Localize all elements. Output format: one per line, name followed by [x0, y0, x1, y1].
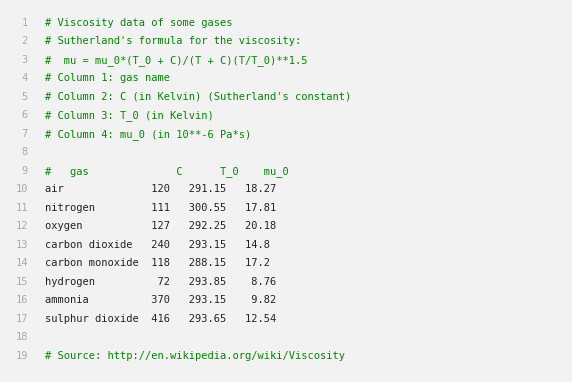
Text: 13: 13 — [15, 240, 28, 250]
Text: 5: 5 — [22, 92, 28, 102]
Text: 12: 12 — [15, 221, 28, 231]
Text: 8: 8 — [22, 147, 28, 157]
Text: # Source: http://en.wikipedia.org/wiki/Viscosity: # Source: http://en.wikipedia.org/wiki/V… — [45, 351, 345, 361]
Text: 3: 3 — [22, 55, 28, 65]
Text: nitrogen         111   300.55   17.81: nitrogen 111 300.55 17.81 — [45, 203, 276, 213]
Text: 16: 16 — [15, 295, 28, 305]
Text: 15: 15 — [15, 277, 28, 287]
Text: # Column 2: C (in Kelvin) (Sutherland's constant): # Column 2: C (in Kelvin) (Sutherland's … — [45, 92, 351, 102]
Text: 17: 17 — [15, 314, 28, 324]
Text: 7: 7 — [22, 129, 28, 139]
Text: sulphur dioxide  416   293.65   12.54: sulphur dioxide 416 293.65 12.54 — [45, 314, 276, 324]
Text: carbon dioxide   240   293.15   14.8: carbon dioxide 240 293.15 14.8 — [45, 240, 270, 250]
Text: 10: 10 — [15, 184, 28, 194]
Text: 18: 18 — [15, 332, 28, 342]
Text: #  mu = mu_0*(T_0 + C)/(T + C)(T/T_0)**1.5: # mu = mu_0*(T_0 + C)/(T + C)(T/T_0)**1.… — [45, 55, 308, 66]
Text: # Column 3: T_0 (in Kelvin): # Column 3: T_0 (in Kelvin) — [45, 110, 214, 121]
Text: ammonia          370   293.15    9.82: ammonia 370 293.15 9.82 — [45, 295, 276, 305]
Text: 6: 6 — [22, 110, 28, 120]
Text: 1: 1 — [22, 18, 28, 28]
Text: carbon monoxide  118   288.15   17.2: carbon monoxide 118 288.15 17.2 — [45, 258, 270, 268]
Text: 19: 19 — [15, 351, 28, 361]
Text: air              120   291.15   18.27: air 120 291.15 18.27 — [45, 184, 276, 194]
Text: 4: 4 — [22, 73, 28, 83]
Text: # Viscosity data of some gases: # Viscosity data of some gases — [45, 18, 232, 28]
Text: # Sutherland's formula for the viscosity:: # Sutherland's formula for the viscosity… — [45, 36, 301, 46]
Text: #   gas              C      T_0    mu_0: # gas C T_0 mu_0 — [45, 166, 289, 176]
Text: # Column 1: gas name: # Column 1: gas name — [45, 73, 170, 83]
Text: # Column 4: mu_0 (in 10**-6 Pa*s): # Column 4: mu_0 (in 10**-6 Pa*s) — [45, 129, 251, 140]
Text: oxygen           127   292.25   20.18: oxygen 127 292.25 20.18 — [45, 221, 276, 231]
Text: 14: 14 — [15, 258, 28, 268]
Text: 11: 11 — [15, 203, 28, 213]
Text: 9: 9 — [22, 166, 28, 176]
Text: hydrogen          72   293.85    8.76: hydrogen 72 293.85 8.76 — [45, 277, 276, 287]
Text: 2: 2 — [22, 36, 28, 46]
